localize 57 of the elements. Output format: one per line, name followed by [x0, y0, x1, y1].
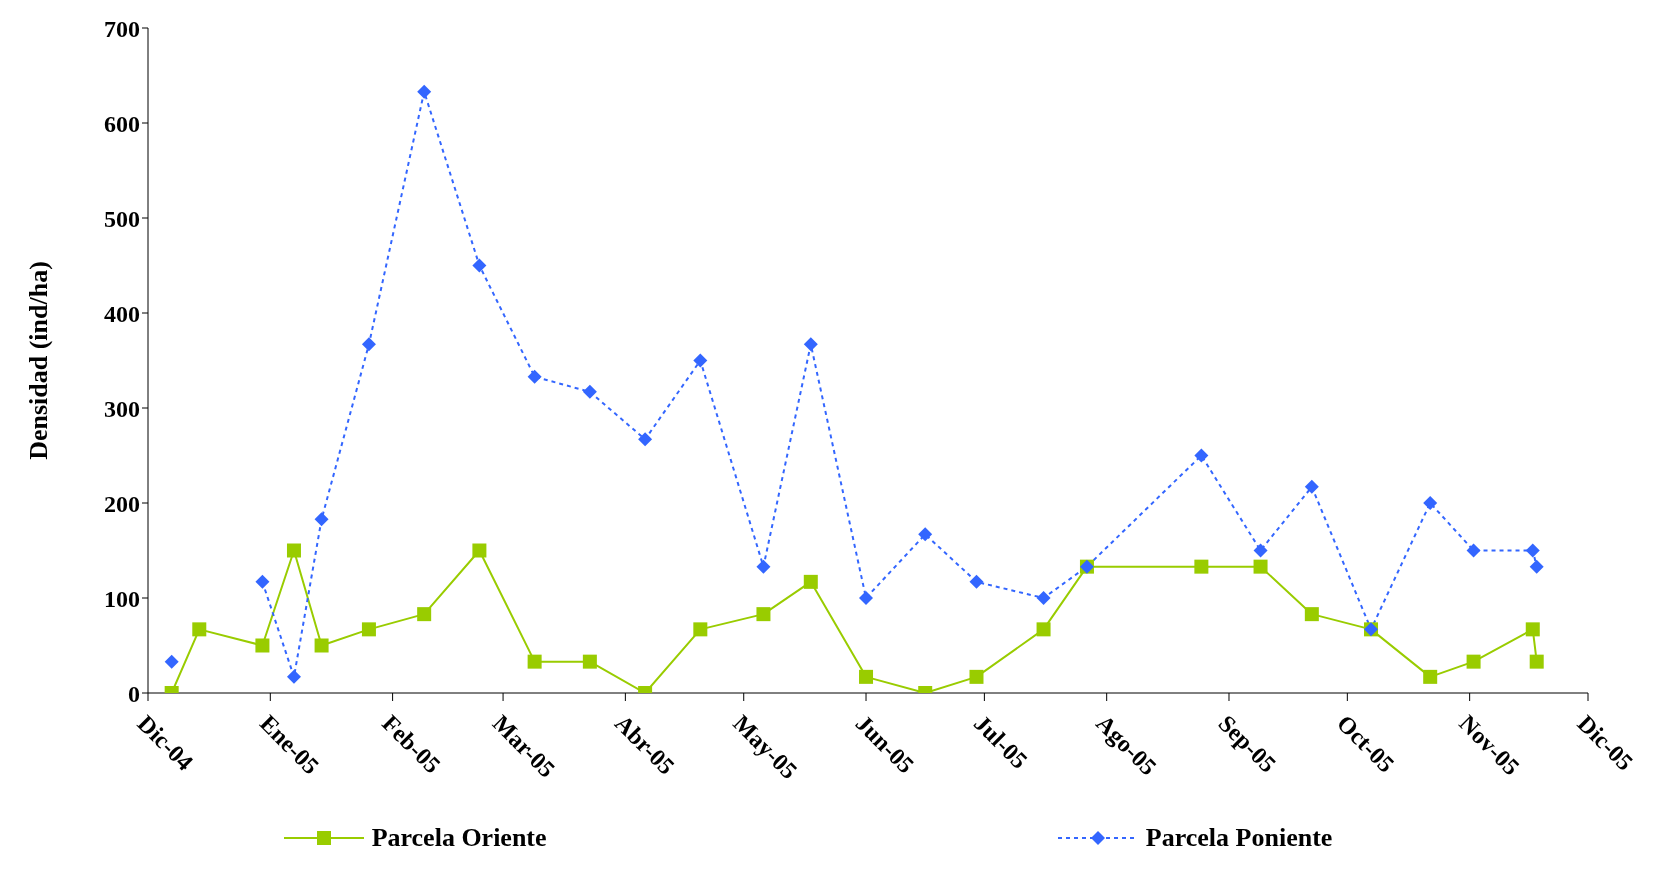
point — [527, 369, 542, 384]
point — [255, 638, 270, 653]
point — [1304, 479, 1319, 494]
y-tick-label: 300 — [104, 395, 140, 422]
point — [582, 384, 597, 399]
point — [756, 607, 771, 622]
point — [859, 591, 874, 605]
point — [1466, 654, 1481, 669]
point — [803, 574, 818, 589]
point — [1036, 622, 1051, 637]
y-axis-title: Densidad (ind/ha) — [24, 261, 54, 460]
point — [1253, 559, 1268, 574]
point — [1253, 543, 1268, 558]
point — [1423, 669, 1438, 684]
y-tick-label: 500 — [104, 205, 140, 232]
point — [859, 669, 874, 684]
point — [693, 353, 708, 368]
point — [1529, 654, 1544, 669]
y-tick-label: 600 — [104, 110, 140, 137]
point — [527, 654, 542, 669]
y-tick-label: 400 — [104, 300, 140, 327]
point — [417, 607, 432, 622]
point — [286, 669, 301, 684]
point — [361, 337, 376, 352]
legend-label: Parcela Poniente — [1145, 823, 1333, 853]
point — [286, 543, 301, 558]
point — [756, 559, 771, 574]
legend-label: Parcela Oriente — [371, 823, 547, 853]
point — [164, 654, 179, 669]
y-tick-label: 700 — [104, 15, 140, 42]
point — [1525, 622, 1540, 637]
point — [314, 638, 329, 653]
y-tick-label: 100 — [104, 585, 140, 612]
point — [969, 574, 984, 589]
point — [417, 84, 432, 99]
point — [1466, 543, 1481, 558]
point — [1194, 559, 1209, 574]
point — [192, 622, 207, 637]
point — [472, 543, 487, 558]
y-tick-label: 200 — [104, 490, 140, 517]
point — [1036, 591, 1051, 605]
point — [1194, 448, 1209, 463]
point — [582, 654, 597, 669]
point — [255, 574, 270, 589]
point — [472, 258, 487, 273]
point — [314, 512, 329, 527]
point — [918, 527, 933, 542]
point — [1423, 496, 1438, 510]
y-tick-label: 0 — [128, 680, 140, 707]
point — [693, 622, 708, 637]
point — [1525, 543, 1540, 558]
point — [638, 432, 653, 447]
point — [1304, 607, 1319, 622]
point — [803, 337, 818, 352]
point — [361, 622, 376, 637]
point — [1529, 559, 1544, 574]
point — [969, 669, 984, 684]
